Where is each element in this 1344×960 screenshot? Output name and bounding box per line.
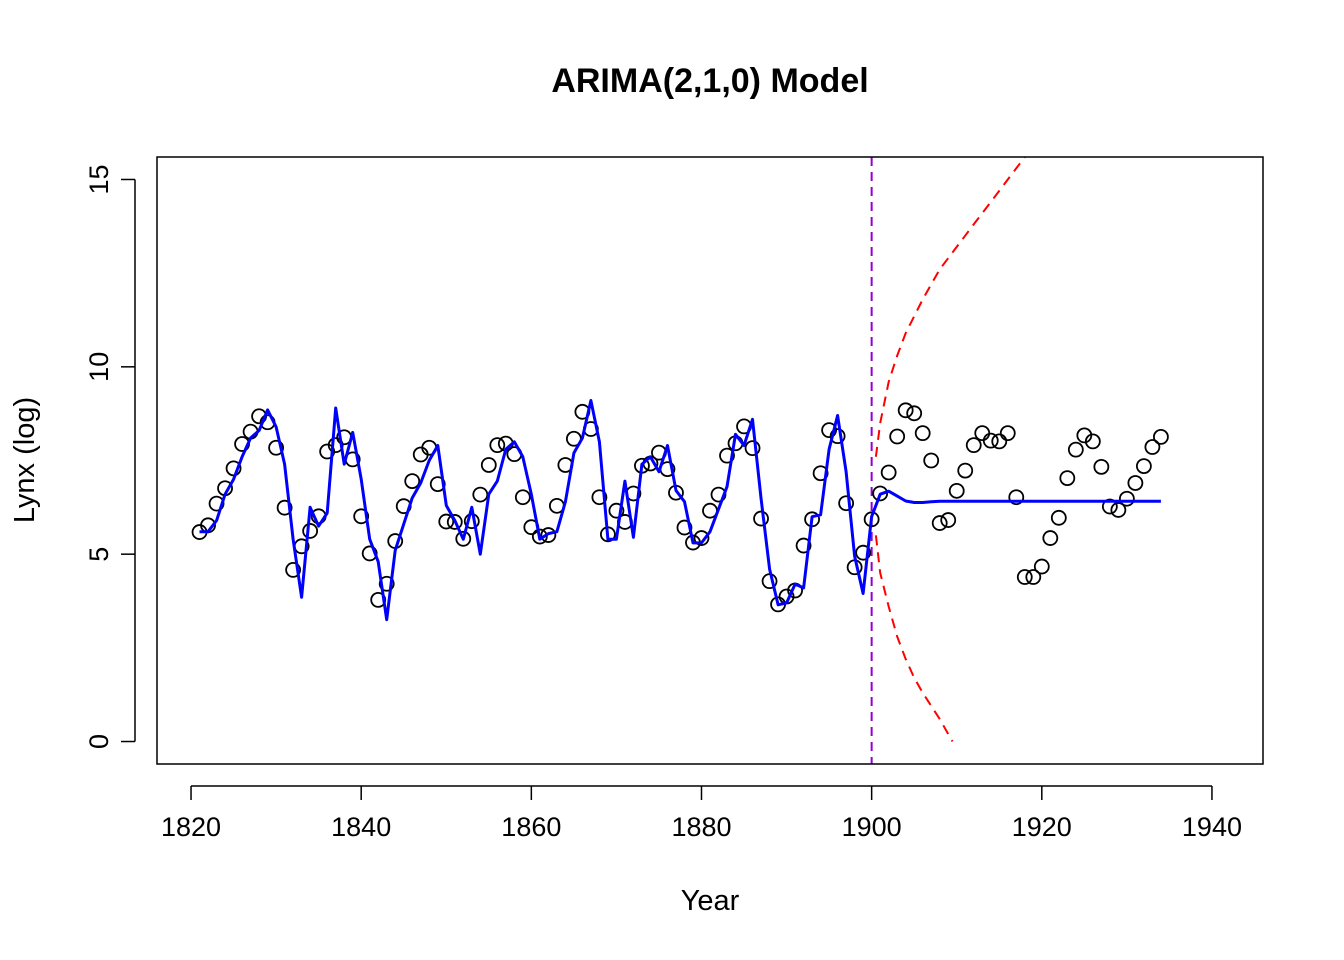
observed-point xyxy=(940,512,957,528)
observed-point xyxy=(676,519,693,536)
x-tick-label: 1860 xyxy=(501,812,561,842)
observed-point xyxy=(1084,433,1101,450)
x-tick-label: 1900 xyxy=(842,812,902,842)
observed-point xyxy=(855,544,872,561)
observed-point xyxy=(1110,502,1127,518)
observed-point xyxy=(446,514,463,530)
y-tick-label: 15 xyxy=(84,164,114,194)
observed-point xyxy=(872,485,889,502)
observed-point xyxy=(948,482,965,499)
observed-point xyxy=(1042,530,1059,546)
observed-point xyxy=(1059,470,1076,487)
observed-point xyxy=(1067,441,1084,458)
observed-point xyxy=(906,405,923,422)
observed-point xyxy=(1016,569,1033,585)
observed-point xyxy=(974,425,991,442)
observed-point xyxy=(719,447,735,464)
observed-point xyxy=(1025,569,1042,585)
observed-point xyxy=(276,499,293,516)
observed-point xyxy=(1008,489,1025,506)
observed-point xyxy=(438,513,455,530)
observed-point xyxy=(608,502,625,519)
observed-point xyxy=(897,402,914,419)
observed-point xyxy=(914,425,931,442)
observed-point xyxy=(795,537,812,554)
y-tick-label: 5 xyxy=(84,547,114,562)
x-tick-label: 1820 xyxy=(161,812,221,842)
x-axis: 1820 1840 1860 1880 1900 1920 1940 xyxy=(161,785,1242,842)
observed-point xyxy=(455,530,472,547)
observed-point xyxy=(1144,439,1161,455)
plot-area xyxy=(191,157,1169,764)
observed-point xyxy=(693,530,710,546)
observed-point xyxy=(1050,509,1067,526)
observed-point xyxy=(514,489,531,506)
x-axis-label: Year xyxy=(681,885,740,917)
x-tick-label: 1940 xyxy=(1182,812,1242,842)
observed-point xyxy=(829,428,846,445)
observed-point xyxy=(982,432,999,449)
observed-point xyxy=(889,428,906,445)
observed-point xyxy=(285,562,302,578)
observed-point xyxy=(991,433,1008,450)
observed-point xyxy=(489,437,506,454)
x-tick-label: 1920 xyxy=(1012,812,1072,842)
lower-interval-line xyxy=(874,535,954,742)
observed-point xyxy=(965,437,982,454)
observed-point xyxy=(999,425,1016,442)
observed-point xyxy=(591,489,608,506)
observed-point xyxy=(361,545,378,562)
fitted-line xyxy=(199,399,1161,622)
y-tick-label: 10 xyxy=(84,352,114,382)
observed-point xyxy=(931,515,948,531)
observed-point xyxy=(302,523,319,539)
observed-point xyxy=(753,510,769,527)
plot-frame xyxy=(156,156,1264,765)
observed-point xyxy=(472,486,489,503)
observed-point xyxy=(812,465,829,482)
y-axis-label: Lynx (log) xyxy=(9,397,41,523)
observed-point xyxy=(923,452,940,469)
observed-point xyxy=(1101,498,1118,515)
observed-point xyxy=(880,464,897,481)
chart-title: ARIMA(2,1,0) Model xyxy=(551,62,868,100)
observed-point xyxy=(1127,475,1144,491)
observed-point xyxy=(1033,558,1050,575)
observed-point xyxy=(353,508,370,525)
x-tick-label: 1880 xyxy=(671,812,731,842)
y-axis: 0 5 10 15 xyxy=(84,164,136,749)
observed-point xyxy=(1093,458,1110,475)
observed-point xyxy=(1118,490,1135,507)
observed-point xyxy=(480,457,497,473)
observed-point xyxy=(1153,428,1169,445)
observed-point xyxy=(838,495,855,512)
observed-point xyxy=(957,462,974,479)
observed-point xyxy=(531,528,548,545)
observed-point xyxy=(268,439,285,456)
x-tick-label: 1840 xyxy=(331,812,391,842)
observed-point xyxy=(1135,458,1152,475)
observed-point xyxy=(540,527,557,543)
upper-interval-line xyxy=(874,157,1026,457)
observed-point xyxy=(404,473,421,490)
observed-point xyxy=(378,575,395,592)
observed-point xyxy=(744,440,761,457)
y-tick-label: 0 xyxy=(84,734,114,749)
